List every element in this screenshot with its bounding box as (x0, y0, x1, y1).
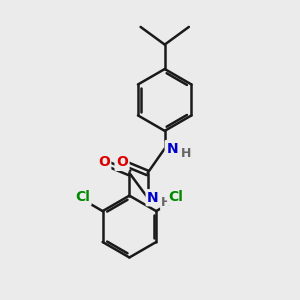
Text: Cl: Cl (169, 190, 184, 204)
Text: O: O (98, 155, 110, 170)
Text: N: N (166, 142, 178, 155)
Text: O: O (116, 155, 128, 170)
Text: Cl: Cl (75, 190, 90, 204)
Text: H: H (181, 147, 191, 160)
Text: H: H (161, 196, 171, 209)
Text: N: N (147, 191, 159, 205)
